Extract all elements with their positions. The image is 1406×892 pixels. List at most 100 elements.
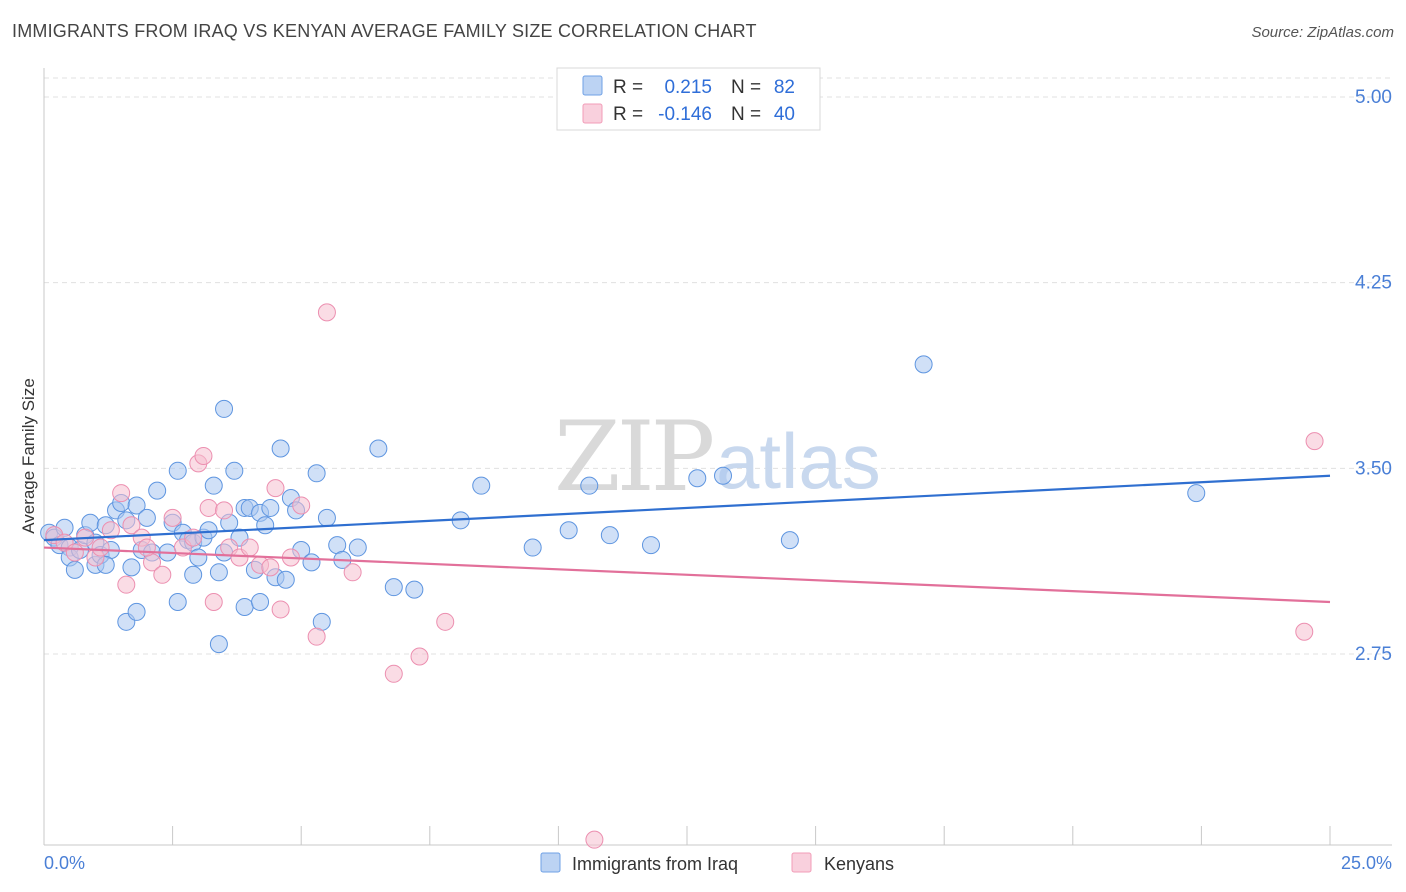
data-point-kenyans: [101, 521, 120, 540]
data-point-iraq: [261, 498, 280, 517]
y-tick-label: 5.00: [1355, 87, 1392, 108]
data-point-kenyans: [204, 593, 223, 612]
chart-title: IMMIGRANTS FROM IRAQ VS KENYAN AVERAGE F…: [12, 21, 757, 41]
y-tick-label: 3.50: [1355, 458, 1392, 479]
data-point-iraq: [559, 521, 578, 540]
data-point-iraq: [215, 399, 234, 418]
data-point-iraq: [225, 461, 244, 480]
data-point-iraq: [127, 496, 146, 515]
data-point-kenyans: [91, 538, 110, 557]
data-point-kenyans: [240, 538, 259, 557]
data-point-iraq: [127, 602, 146, 621]
data-point-iraq: [384, 578, 403, 597]
data-point-iraq: [168, 593, 187, 612]
data-point-iraq: [122, 558, 141, 577]
legend-r-label-iraq: R =: [613, 77, 643, 98]
data-point-kenyans: [215, 501, 234, 520]
data-point-kenyans: [384, 664, 403, 683]
watermark: ZIP atlas: [554, 401, 881, 513]
data-point-kenyans: [163, 508, 182, 527]
data-point-iraq: [256, 516, 275, 535]
bottom-legend-swatch-iraq: [540, 852, 561, 873]
data-point-kenyans: [1305, 432, 1324, 451]
legend-r-label-kenyans: R =: [613, 104, 643, 125]
data-point-iraq: [189, 548, 208, 567]
data-point-kenyans: [117, 575, 136, 594]
data-point-kenyans: [307, 627, 326, 646]
watermark-zip: ZIP: [554, 401, 713, 513]
y-tick-label: 2.75: [1355, 644, 1392, 665]
data-point-iraq: [523, 538, 542, 557]
data-point-iraq: [307, 464, 326, 483]
data-point-iraq: [348, 538, 367, 557]
legend-n-label-kenyans: N =: [731, 104, 761, 125]
legend-n-value-iraq: 82: [774, 77, 795, 98]
data-point-iraq: [600, 526, 619, 545]
axes: [43, 68, 1392, 846]
source-credit: Source: ZipAtlas.com: [1251, 24, 1394, 41]
data-point-iraq: [405, 580, 424, 599]
legend-r-value-iraq: 0.215: [664, 77, 712, 98]
data-point-iraq: [641, 536, 660, 555]
y-tick-label: 4.25: [1355, 273, 1392, 294]
data-point-iraq: [914, 355, 933, 374]
data-point-iraq: [199, 521, 218, 540]
series-legend: Immigrants from Iraq Kenyans: [540, 852, 894, 874]
x-tick-label-max: 25.0%: [1341, 853, 1392, 873]
data-point-kenyans: [266, 479, 285, 498]
legend-n-label-iraq: N =: [731, 77, 761, 98]
data-point-iraq: [714, 466, 733, 485]
data-point-iraq: [209, 563, 228, 582]
series-kenyans-points: [45, 303, 1324, 849]
data-point-iraq: [472, 476, 491, 495]
data-point-kenyans: [199, 498, 218, 517]
data-point-iraq: [204, 476, 223, 495]
data-point-iraq: [688, 469, 707, 488]
legend-r-value-kenyans: -0.146: [658, 104, 712, 125]
data-point-kenyans: [410, 647, 429, 666]
trend-line-iraq: [43, 474, 1331, 542]
bottom-legend-label-iraq: Immigrants from Iraq: [572, 854, 738, 874]
data-point-kenyans: [292, 496, 311, 515]
bottom-legend-label-kenyans: Kenyans: [824, 854, 894, 874]
data-point-kenyans: [1295, 622, 1314, 641]
data-point-iraq: [580, 476, 599, 495]
data-point-iraq: [369, 439, 388, 458]
data-point-kenyans: [436, 612, 455, 631]
data-point-kenyans: [153, 565, 172, 584]
data-point-kenyans: [261, 558, 280, 577]
data-point-kenyans: [137, 538, 156, 557]
data-point-kenyans: [65, 543, 84, 562]
data-point-kenyans: [112, 484, 131, 503]
data-point-kenyans: [194, 446, 213, 465]
data-point-iraq: [209, 635, 228, 654]
trend-line-kenyans: [43, 546, 1331, 604]
data-point-iraq: [148, 481, 167, 500]
data-point-iraq: [317, 508, 336, 527]
data-point-iraq: [276, 570, 295, 589]
data-point-iraq: [168, 461, 187, 480]
data-point-iraq: [65, 560, 84, 579]
data-point-kenyans: [343, 563, 362, 582]
trend-lines: [43, 474, 1331, 604]
data-point-iraq: [271, 439, 290, 458]
data-point-kenyans: [122, 516, 141, 535]
watermark-atlas: atlas: [716, 417, 881, 505]
stats-legend: R = 0.215 N = 82 R = -0.146 N = 40: [556, 67, 821, 131]
x-tick-label-min: 0.0%: [44, 853, 85, 873]
legend-swatch-iraq: [582, 75, 603, 96]
data-point-iraq: [251, 593, 270, 612]
legend-n-value-kenyans: 40: [774, 104, 795, 125]
data-point-kenyans: [317, 303, 336, 322]
data-point-kenyans: [585, 830, 604, 849]
data-point-iraq: [302, 553, 321, 572]
y-axis-label: Average Family Size: [19, 378, 38, 534]
data-point-iraq: [137, 508, 156, 527]
data-point-kenyans: [271, 600, 290, 619]
data-point-iraq: [235, 597, 254, 616]
y-tick-labels: 2.75 3.50 4.25 5.00: [1355, 87, 1392, 665]
data-point-iraq: [184, 565, 203, 584]
bottom-legend-swatch-kenyans: [791, 852, 812, 873]
legend-swatch-kenyans: [582, 103, 603, 124]
